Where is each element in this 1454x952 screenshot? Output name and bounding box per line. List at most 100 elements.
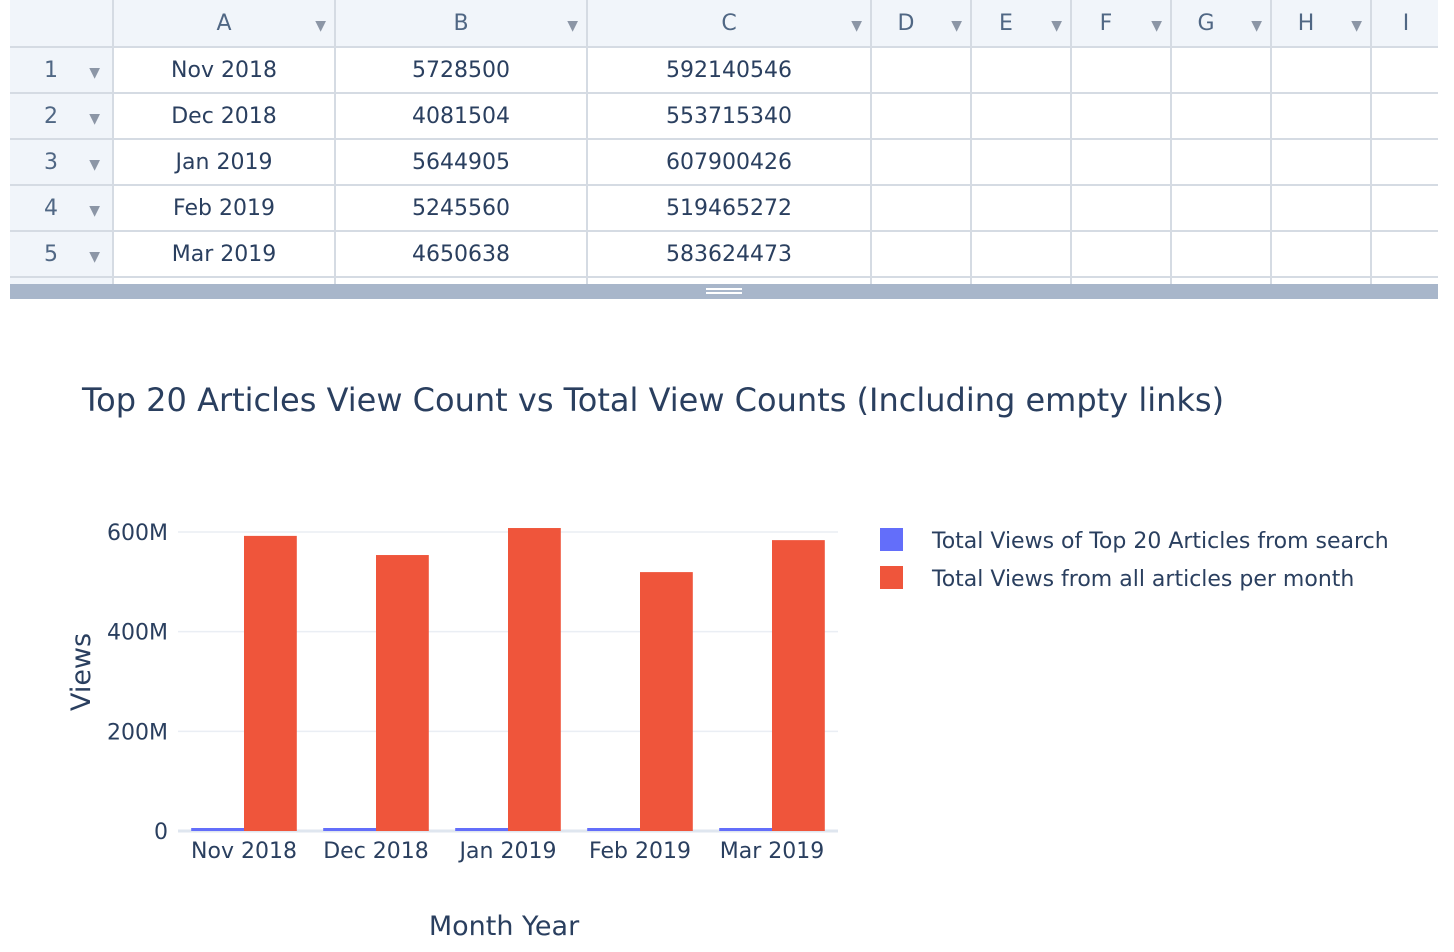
- table-cell[interactable]: [1072, 186, 1172, 232]
- cell-value: 4081504: [412, 103, 510, 129]
- bar-top20-0[interactable]: [191, 828, 244, 831]
- bar-total-3[interactable]: [640, 572, 693, 831]
- bar-total-1[interactable]: [376, 555, 429, 831]
- dropdown-arrow-icon[interactable]: ▼: [851, 17, 862, 34]
- cell-value: 5245560: [412, 195, 510, 221]
- table-cell[interactable]: [972, 140, 1072, 186]
- dropdown-arrow-icon[interactable]: ▼: [951, 17, 962, 34]
- table-cell[interactable]: 5644905: [336, 140, 588, 186]
- table-cell[interactable]: Dec 2018: [114, 94, 336, 140]
- table-cell[interactable]: [872, 232, 972, 278]
- row-number: 2: [44, 103, 58, 129]
- chart-title: Top 20 Articles View Count vs Total View…: [81, 381, 1224, 419]
- table-cell[interactable]: Nov 2018: [114, 48, 336, 94]
- dropdown-arrow-icon[interactable]: ▼: [89, 248, 100, 265]
- table-cell[interactable]: 553715340: [588, 94, 872, 140]
- table-cell[interactable]: [1172, 48, 1272, 94]
- column-header-c[interactable]: C ▼: [588, 0, 872, 48]
- dropdown-arrow-icon[interactable]: ▼: [315, 17, 326, 34]
- table-cell[interactable]: [872, 94, 972, 140]
- column-header-label: B: [453, 10, 469, 36]
- column-header-h[interactable]: H ▼: [1272, 0, 1372, 48]
- table-cell[interactable]: [972, 232, 1072, 278]
- table-cell[interactable]: 592140546: [588, 48, 872, 94]
- dropdown-arrow-icon[interactable]: ▼: [567, 17, 578, 34]
- column-header-d[interactable]: D ▼: [872, 0, 972, 48]
- table-cell[interactable]: [1072, 140, 1172, 186]
- table-cell[interactable]: [1272, 94, 1372, 140]
- table-cell[interactable]: [872, 48, 972, 94]
- table-cell[interactable]: [1272, 140, 1372, 186]
- column-header-label: E: [999, 10, 1013, 36]
- legend-label[interactable]: Total Views from all articles per month: [931, 567, 1354, 592]
- legend-swatch[interactable]: [880, 528, 903, 551]
- bar-total-4[interactable]: [772, 540, 825, 831]
- row-header[interactable]: 2 ▼: [10, 94, 114, 140]
- table-cell[interactable]: 583624473: [588, 232, 872, 278]
- table-cell[interactable]: 5728500: [336, 48, 588, 94]
- x-tick-label: Dec 2018: [323, 839, 429, 864]
- resize-divider[interactable]: [10, 284, 1438, 299]
- bar-total-2[interactable]: [508, 528, 561, 831]
- column-header-i[interactable]: I: [1372, 0, 1438, 48]
- column-header-e[interactable]: E ▼: [972, 0, 1072, 48]
- table-cell[interactable]: [1172, 140, 1272, 186]
- table-cell[interactable]: [1272, 186, 1372, 232]
- column-header-label: I: [1402, 10, 1410, 36]
- row-header[interactable]: 1 ▼: [10, 48, 114, 94]
- table-cell[interactable]: [972, 186, 1072, 232]
- dropdown-arrow-icon[interactable]: ▼: [89, 156, 100, 173]
- table-cell[interactable]: [1372, 94, 1438, 140]
- table-cell[interactable]: 5245560: [336, 186, 588, 232]
- column-header-f[interactable]: F ▼: [1072, 0, 1172, 48]
- table-cell[interactable]: [1072, 48, 1172, 94]
- table-cell[interactable]: [1372, 48, 1438, 94]
- table-cell[interactable]: [1372, 232, 1438, 278]
- table-cell[interactable]: [872, 186, 972, 232]
- dropdown-arrow-icon[interactable]: ▼: [1251, 17, 1262, 34]
- table-cell[interactable]: Feb 2019: [114, 186, 336, 232]
- dropdown-arrow-icon[interactable]: ▼: [1051, 17, 1062, 34]
- drag-handle-icon[interactable]: [706, 288, 742, 294]
- dropdown-arrow-icon[interactable]: ▼: [1151, 17, 1162, 34]
- bar-top20-4[interactable]: [719, 828, 772, 831]
- dropdown-arrow-icon[interactable]: ▼: [1351, 17, 1362, 34]
- table-cell[interactable]: [1372, 186, 1438, 232]
- column-header-g[interactable]: G ▼: [1172, 0, 1272, 48]
- row-header[interactable]: 4 ▼: [10, 186, 114, 232]
- column-header-label: A: [216, 10, 232, 36]
- table-cell[interactable]: [1072, 94, 1172, 140]
- table-cell[interactable]: [1372, 140, 1438, 186]
- table-cell[interactable]: [972, 48, 1072, 94]
- table-cell[interactable]: 4081504: [336, 94, 588, 140]
- table-cell[interactable]: [1272, 232, 1372, 278]
- table-cell[interactable]: 4650638: [336, 232, 588, 278]
- column-header-b[interactable]: B ▼: [336, 0, 588, 48]
- table-cell[interactable]: [1172, 232, 1272, 278]
- table-cell[interactable]: 607900426: [588, 140, 872, 186]
- table-cell[interactable]: [1172, 94, 1272, 140]
- dropdown-arrow-icon[interactable]: ▼: [89, 64, 100, 81]
- table-cell[interactable]: [1172, 186, 1272, 232]
- bar-top20-3[interactable]: [587, 828, 640, 831]
- bar-total-0[interactable]: [244, 535, 297, 831]
- cell-value: 553715340: [666, 103, 792, 129]
- cell-value: Nov 2018: [171, 57, 277, 83]
- row-header[interactable]: 5 ▼: [10, 232, 114, 278]
- table-cell: [972, 278, 1072, 284]
- legend-swatch[interactable]: [880, 566, 903, 589]
- dropdown-arrow-icon[interactable]: ▼: [89, 202, 100, 219]
- bar-top20-2[interactable]: [455, 828, 508, 831]
- table-cell[interactable]: [872, 140, 972, 186]
- legend-label[interactable]: Total Views of Top 20 Articles from sear…: [931, 529, 1389, 554]
- table-cell[interactable]: Mar 2019: [114, 232, 336, 278]
- table-cell[interactable]: 519465272: [588, 186, 872, 232]
- table-cell[interactable]: [972, 94, 1072, 140]
- dropdown-arrow-icon[interactable]: ▼: [89, 110, 100, 127]
- table-cell[interactable]: [1272, 48, 1372, 94]
- table-cell[interactable]: Jan 2019: [114, 140, 336, 186]
- column-header-a[interactable]: A ▼: [114, 0, 336, 48]
- bar-top20-1[interactable]: [323, 828, 376, 831]
- table-cell[interactable]: [1072, 232, 1172, 278]
- row-header[interactable]: 3 ▼: [10, 140, 114, 186]
